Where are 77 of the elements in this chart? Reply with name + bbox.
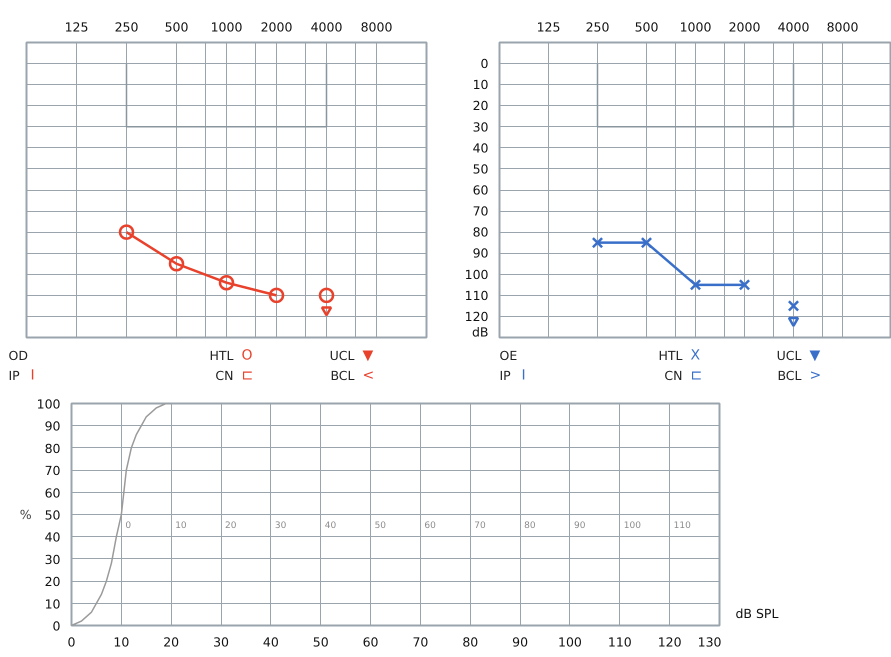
x-tick-label: 110: [608, 634, 632, 650]
x-tick-label: 4000: [778, 20, 810, 34]
y-tick-label: 70: [472, 204, 489, 219]
x-tick-label: 1000: [210, 20, 242, 34]
y-tick-label: 120: [464, 308, 489, 324]
y-tick-label: 40: [472, 140, 489, 156]
x-tick-label: 30: [213, 634, 230, 650]
annotation: 40: [324, 521, 336, 531]
text: IP I: [8, 368, 35, 384]
annotation: 80: [524, 521, 536, 531]
x-tick-label: 60: [362, 634, 379, 650]
y-tick-label: 90: [472, 246, 489, 261]
annotation: 30: [274, 521, 287, 531]
x-tick-label: 20: [163, 634, 180, 650]
text: OD: [8, 348, 28, 363]
y-tick-label: 60: [44, 485, 61, 500]
x-tick-label: 1000: [680, 20, 712, 34]
x-tick-label: 130: [698, 634, 722, 650]
text: BCL >: [777, 368, 822, 384]
x-tick-label: 70: [412, 634, 428, 650]
text: UCL ▼: [330, 348, 374, 364]
x-tick-label: 90: [512, 634, 528, 650]
x-tick-label: 125: [64, 20, 88, 34]
y-tick-label: dB: [472, 324, 489, 340]
x-tick-label: 500: [634, 20, 658, 34]
y-tick-label: 60: [472, 182, 489, 198]
x-tick-label: 8000: [360, 20, 392, 34]
y-tick-label: 30: [44, 552, 61, 567]
y-tick-label: 0: [52, 618, 61, 634]
annotation: 100: [624, 521, 642, 531]
x-tick-label: 0: [68, 634, 76, 650]
annotation: 50: [374, 521, 386, 531]
x-tick-label: 250: [114, 20, 138, 34]
x-tick-label: 40: [262, 634, 279, 650]
x-axis-title: dB SPL: [736, 606, 778, 622]
annotation: 10: [175, 521, 187, 531]
y-tick-label: 80: [44, 440, 61, 456]
x-tick-label: 250: [586, 20, 610, 34]
y-tick-label: 10: [472, 77, 489, 92]
y-tick-label: 110: [464, 288, 489, 303]
y-tick-label: 50: [44, 508, 61, 522]
x-tick-label: 2000: [260, 20, 292, 34]
annotation: 60: [424, 521, 436, 531]
x-tick-label: 100: [558, 634, 582, 650]
x-tick-label: 2000: [728, 20, 760, 34]
x-tick-label: 120: [658, 634, 682, 650]
y-tick-label: 70: [44, 463, 61, 478]
annotation: 0: [125, 521, 132, 531]
y-tick-label: 100: [36, 396, 61, 412]
y-tick-label: 50: [472, 161, 489, 176]
annotation: 20: [225, 521, 237, 531]
y-tick-label: 20: [472, 98, 489, 114]
annotation: 110: [674, 521, 692, 531]
x-tick-label: 125: [536, 20, 560, 34]
text: BCL <: [330, 368, 374, 384]
y-tick-label: 10: [44, 596, 61, 612]
text: HTL O: [210, 348, 253, 364]
y-tick-label: 40: [44, 530, 61, 545]
x-tick-label: 4000: [310, 20, 342, 34]
x-tick-label: 10: [113, 634, 130, 650]
y-tick-label: 20: [44, 574, 61, 590]
y-tick-label: 30: [472, 119, 489, 134]
y-tick-label: 80: [472, 224, 489, 240]
y-axis-title: %: [20, 507, 32, 522]
x-tick-label: 500: [164, 20, 188, 34]
text: CN ⊏: [664, 368, 702, 384]
y-tick-label: 0: [480, 56, 489, 72]
text: CN ⊏: [215, 368, 254, 384]
y-tick-label: 100: [464, 266, 489, 282]
x-tick-label: 50: [312, 634, 329, 650]
text: OE: [500, 348, 518, 363]
annotation: 90: [574, 521, 586, 531]
text: UCL ▼: [776, 348, 820, 364]
x-tick-label: 8000: [826, 20, 858, 34]
text: HTL X: [658, 348, 700, 364]
text: IP I: [500, 368, 526, 384]
y-tick-label: 90: [44, 418, 61, 434]
